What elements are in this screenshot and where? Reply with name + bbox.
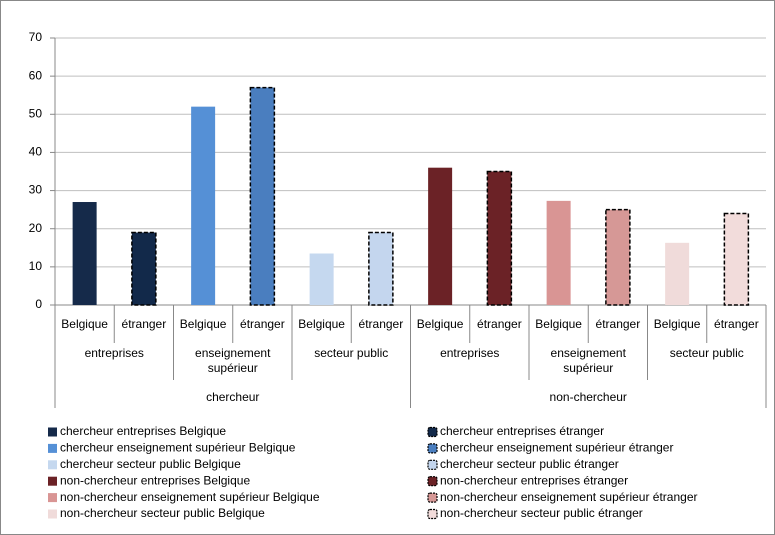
x-tick-label: étranger	[714, 317, 759, 331]
x-tick-label: Belgique	[298, 317, 345, 331]
y-tick-label: 10	[29, 259, 43, 273]
x-tick-label: étranger	[477, 317, 522, 331]
group-label: secteur public	[669, 346, 744, 360]
x-tick-label: étranger	[595, 317, 641, 331]
bar	[191, 106, 216, 306]
bar	[605, 208, 631, 306]
x-tick-label: étranger	[240, 317, 285, 331]
y-tick-label: 30	[29, 183, 43, 197]
legend-swatch	[427, 476, 438, 487]
x-tick-label: Belgique	[416, 317, 464, 331]
group-label: entreprises	[440, 346, 500, 360]
legend-swatch	[48, 443, 57, 453]
bar	[723, 212, 750, 306]
x-tick-label: Belgique	[535, 317, 582, 331]
legend-swatch	[48, 460, 57, 470]
legend-swatch	[48, 476, 57, 486]
y-tick-label: 60	[29, 68, 43, 82]
legend-label: non-chercheur secteur public Belgique	[60, 506, 265, 520]
legend-label: chercheur secteur public étranger	[440, 457, 619, 471]
supergroup-label: non-chercheur	[549, 390, 627, 404]
group-label: enseignement supérieur	[195, 346, 271, 375]
y-tick-label: 70	[29, 30, 43, 44]
legend-label: chercheur enseignement supérieur étrange…	[440, 441, 673, 455]
legend-label: chercheur entreprises Belgique	[60, 424, 226, 438]
bar	[428, 167, 453, 305]
legend-swatch	[48, 509, 57, 519]
x-tick-label: Belgique	[653, 317, 701, 331]
group-label: secteur public	[314, 346, 389, 360]
bar	[665, 242, 690, 305]
bar	[546, 200, 571, 305]
bar	[72, 202, 97, 305]
bar	[131, 231, 157, 306]
legend-label: non-chercheur entreprises Belgique	[60, 473, 250, 487]
legend-swatch	[48, 427, 57, 437]
legend-swatch	[427, 492, 438, 503]
x-tick-label: étranger	[358, 317, 404, 331]
bar	[368, 231, 394, 306]
y-tick-label: 20	[29, 221, 43, 235]
bar	[486, 170, 513, 306]
legend-swatch	[427, 508, 438, 520]
legend-label: non-chercheur secteur public étranger	[440, 506, 643, 520]
y-tick-label: 40	[29, 145, 43, 159]
legend-label: non-chercheur enseignement supérieur étr…	[440, 490, 698, 504]
legend-label: chercheur entreprises étranger	[440, 424, 604, 438]
legend-label: non-chercheur entreprises étranger	[440, 473, 628, 487]
x-tick-label: Belgique	[179, 317, 227, 331]
bar	[249, 86, 276, 306]
legend-label: chercheur enseignement supérieur Belgiqu…	[60, 441, 296, 455]
legend-swatch	[48, 493, 57, 503]
y-tick-label: 50	[29, 106, 43, 120]
y-tick-label: 0	[35, 297, 42, 311]
legend-swatch	[427, 459, 438, 470]
legend-label: non-chercheur enseignement supérieur Bel…	[60, 490, 320, 504]
legend-swatch	[427, 426, 438, 438]
legend-label: chercheur secteur public Belgique	[60, 457, 241, 471]
group-label: entreprises	[84, 346, 144, 360]
x-tick-label: Belgique	[61, 317, 108, 331]
group-label: enseignement supérieur	[550, 346, 626, 375]
x-tick-label: étranger	[121, 317, 167, 331]
supergroup-label: chercheur	[206, 390, 260, 404]
legend-swatch	[427, 443, 438, 454]
bar	[309, 253, 334, 305]
